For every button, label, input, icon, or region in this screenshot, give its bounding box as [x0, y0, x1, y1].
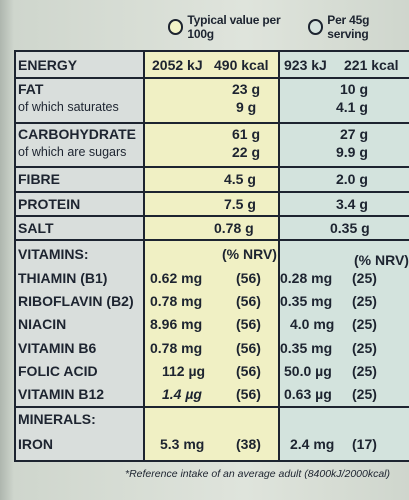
row-divider: [14, 215, 409, 217]
sugars-100g: 22 g: [232, 144, 261, 160]
row-divider: [14, 460, 409, 462]
iron-nrv-100g: (38): [236, 436, 261, 452]
carbohydrate-label: CARBOHYDRATE: [18, 126, 136, 142]
nutrition-table: ENERGY 2052 kJ 490 kcal 923 kJ 221 kcal …: [14, 50, 409, 462]
thiamin-nrv-serving: (25): [352, 270, 377, 286]
column-divider-1: [143, 50, 145, 462]
legend-per-serving: Per 45g serving: [304, 13, 409, 41]
niacin-label: NIACIN: [18, 316, 67, 332]
fat-label: FAT: [18, 81, 44, 97]
carbohydrate-100g: 61 g: [232, 126, 261, 142]
energy-kcal-serving: 221 kcal: [344, 57, 399, 73]
niacin-serving: 4.0 mg: [290, 316, 335, 332]
riboflavin-nrv-serving: (25): [352, 293, 377, 309]
column-divider-2: [278, 50, 280, 462]
vitamin-b6-nrv-100g: (56): [236, 340, 261, 356]
vitamin-b12-label: VITAMIN B12: [18, 386, 105, 402]
riboflavin-100g: 0.78 mg: [150, 293, 203, 309]
thiamin-label: THIAMIN (B1): [18, 270, 108, 286]
row-divider: [14, 122, 409, 124]
riboflavin-serving: 0.35 mg: [280, 293, 333, 309]
column-legend: Typical value per 100g Per 45g serving: [168, 12, 409, 42]
iron-serving: 2.4 mg: [290, 436, 335, 452]
folic-acid-nrv-100g: (56): [236, 363, 261, 379]
per-serving-column: [279, 50, 409, 462]
salt-label: SALT: [18, 220, 54, 236]
saturates-serving: 4.1 g: [336, 99, 368, 115]
vitamin-b6-label: VITAMIN B6: [18, 340, 97, 356]
vitamin-b12-serving: 0.63 µg: [284, 386, 332, 402]
folic-acid-nrv-serving: (25): [352, 363, 377, 379]
salt-serving: 0.35 g: [330, 220, 370, 236]
folic-acid-serving: 50.0 µg: [284, 363, 332, 379]
vitamin-b12-nrv-serving: (25): [352, 386, 377, 402]
fibre-label: FIBRE: [18, 171, 60, 187]
carbohydrate-serving: 27 g: [340, 126, 369, 142]
row-divider: [14, 50, 409, 52]
salt-100g: 0.78 g: [214, 220, 254, 236]
yellow-circle-icon: [168, 19, 184, 35]
protein-100g: 7.5 g: [224, 196, 256, 212]
energy-label: ENERGY: [18, 57, 78, 73]
sugars-label: of which are sugars: [18, 145, 127, 159]
energy-kj-100g: 2052 kJ: [152, 57, 203, 73]
fat-100g: 23 g: [232, 81, 261, 97]
protein-label: PROTEIN: [18, 196, 81, 212]
protein-serving: 3.4 g: [336, 196, 368, 212]
row-divider: [14, 191, 409, 193]
fibre-100g: 4.5 g: [224, 171, 256, 187]
vitamin-b6-serving: 0.35 mg: [280, 340, 333, 356]
iron-100g: 5.3 mg: [160, 436, 205, 452]
minerals-header: MINERALS:: [18, 411, 96, 427]
niacin-nrv-serving: (25): [352, 316, 377, 332]
vitamin-b6-nrv-serving: (25): [352, 340, 377, 356]
iron-nrv-serving: (17): [352, 436, 377, 452]
energy-kj-serving: 923 kJ: [284, 57, 327, 73]
folic-acid-100g: 112 µg: [162, 363, 206, 379]
per-100g-column: [144, 50, 279, 462]
saturates-label: of which saturates: [18, 100, 119, 114]
folic-acid-label: FOLIC ACID: [18, 363, 98, 379]
table-border-left: [14, 50, 16, 462]
thiamin-nrv-100g: (56): [236, 270, 261, 286]
row-divider: [14, 406, 409, 408]
legend-per-100g-label: Typical value per 100g: [187, 13, 281, 41]
row-divider: [14, 239, 409, 241]
niacin-100g: 8.96 mg: [150, 316, 203, 332]
sugars-serving: 9.9 g: [336, 144, 368, 160]
iron-label: IRON: [18, 436, 53, 452]
vitamins-header: VITAMINS:: [18, 246, 89, 262]
thiamin-100g: 0.62 mg: [150, 270, 203, 286]
vitamin-b6-100g: 0.78 mg: [150, 340, 203, 356]
teal-circle-icon: [307, 19, 324, 35]
legend-per-serving-label: Per 45g serving: [327, 13, 370, 41]
vitamin-b12-100g: 1.4 µg: [162, 386, 202, 402]
row-divider: [14, 77, 409, 79]
energy-kcal-100g: 490 kcal: [214, 57, 269, 73]
nrv-header-100g: (% NRV): [222, 246, 277, 262]
vitamin-b12-nrv-100g: (56): [236, 386, 261, 402]
fibre-serving: 2.0 g: [336, 171, 368, 187]
niacin-nrv-100g: (56): [236, 316, 261, 332]
row-divider: [14, 166, 409, 168]
legend-per-100g: Typical value per 100g: [168, 13, 304, 41]
label-column: [14, 50, 144, 462]
fat-serving: 10 g: [340, 81, 369, 97]
nrv-header-serving: (% NRV): [354, 252, 409, 268]
reference-intake-footnote: *Reference intake of an average adult (8…: [125, 468, 391, 480]
riboflavin-nrv-100g: (56): [236, 293, 261, 309]
thiamin-serving: 0.28 mg: [280, 270, 333, 286]
riboflavin-label: RIBOFLAVIN (B2): [18, 293, 134, 309]
saturates-100g: 9 g: [236, 99, 257, 115]
